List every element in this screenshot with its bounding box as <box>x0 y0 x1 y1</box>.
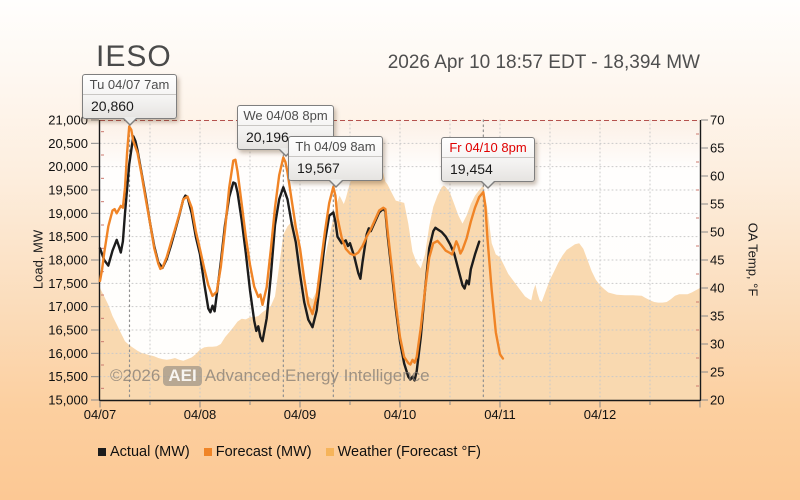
y-left-tick-label: 19,000 <box>48 206 88 221</box>
legend-label: Weather (Forecast °F) <box>337 444 481 460</box>
x-tick-label: 04/09 <box>284 407 317 422</box>
watermark: ©2026 AEI Advanced Energy Intelligence <box>110 366 430 386</box>
watermark-company: Advanced Energy Intelligence <box>204 366 430 385</box>
y-right-tick-label: 40 <box>710 281 724 296</box>
y-axis-title-right: OA Temp, °F <box>745 222 761 297</box>
tooltip-peak-0407: Tu 04/07 7am 20,860 <box>82 74 177 126</box>
tooltip-pointer <box>480 180 496 189</box>
y-left-tick-label: 21,000 <box>48 113 88 128</box>
y-right-tick-label: 20 <box>710 393 724 408</box>
tooltip-pointer <box>327 179 344 188</box>
x-tick-label: 04/11 <box>484 407 516 422</box>
y-left-tick-label: 20,500 <box>48 136 88 151</box>
forecast-line <box>98 125 505 366</box>
legend-label: Forecast (MW) <box>215 444 312 460</box>
page-title: IESO <box>96 40 172 73</box>
y-right-tick-label: 70 <box>710 113 724 128</box>
tooltip-value: 19,454 <box>450 161 493 177</box>
y-left-tick-label: 18,000 <box>48 253 88 268</box>
weather-area <box>100 156 700 400</box>
y-right-tick-label: 45 <box>710 253 724 268</box>
y-right-tick-label: 50 <box>710 225 724 240</box>
tooltip-pointer <box>121 117 138 126</box>
y-right-tick-label: 65 <box>710 141 724 156</box>
tooltip-time: We 04/08 8pm <box>238 106 333 126</box>
x-tick-label: 04/10 <box>384 407 417 422</box>
y-left-tick-label: 15,000 <box>48 393 88 408</box>
y-right-tick-label: 25 <box>710 365 724 380</box>
status-line: 2026 Apr 10 18:57 EDT - 18,394 MW <box>387 52 700 73</box>
tooltip-time: Tu 04/07 7am <box>83 75 176 95</box>
tooltip-value: 20,860 <box>91 98 134 114</box>
y-right-tick-label: 60 <box>710 169 724 184</box>
axes <box>98 120 702 402</box>
y-left-tick-label: 17,000 <box>48 299 88 314</box>
x-tick-label: 04/12 <box>584 407 617 422</box>
x-tick-label: 04/08 <box>184 407 217 422</box>
x-tick-label: 04/07 <box>84 407 117 422</box>
tooltip-pointer <box>277 148 294 157</box>
tooltip-time: Fr 04/10 8pm <box>442 138 534 158</box>
tick-marks <box>91 119 708 408</box>
legend-label: Actual (MW) <box>110 444 190 460</box>
legend-item-weather[interactable]: Weather (Forecast °F) <box>325 444 481 460</box>
legend-swatch-weather <box>325 448 334 456</box>
tooltip-peak-0408: We 04/08 8pm 20,196 <box>237 105 334 157</box>
watermark-copyright: ©2026 <box>110 366 161 385</box>
y-right-tick-label: 55 <box>710 197 724 212</box>
y-left-tick-label: 16,500 <box>48 323 88 338</box>
y-left-tick-label: 20,000 <box>48 159 88 174</box>
tooltip-peak-0409: Th 04/09 8am 19,567 <box>288 136 383 188</box>
tooltip-peak-0410-forecast: Fr 04/10 8pm 19,454 <box>441 137 535 189</box>
y-left-tick-label: 18,500 <box>48 229 88 244</box>
y-right-tick-label: 35 <box>710 309 724 324</box>
minor-red-ticks <box>101 131 699 389</box>
y-left-tick-label: 19,500 <box>48 183 88 198</box>
watermark-aei-badge: AEI <box>163 366 202 386</box>
legend-swatch-forecast <box>203 448 212 456</box>
y-left-tick-label: 16,000 <box>48 346 88 361</box>
y-left-tick-label: 17,500 <box>48 276 88 291</box>
legend-swatch-actual <box>98 448 106 456</box>
tooltip-time: Th 04/09 8am <box>289 137 382 157</box>
tooltip-value: 19,567 <box>297 160 340 176</box>
tooltip-value: 20,196 <box>246 129 289 145</box>
y-left-tick-label: 15,500 <box>48 369 88 384</box>
tick-labels: 15,000 15,500 16,000 16,500 17,000 17,500 18,0… <box>48 113 724 423</box>
legend-item-actual[interactable]: Actual (MW) <box>98 444 190 460</box>
legend-item-forecast[interactable]: Forecast (MW) <box>203 444 312 460</box>
y-axis-title-left: Load, MW <box>30 229 46 290</box>
chart-legend: Actual (MW) Forecast (MW) Weather (Forec… <box>98 444 481 460</box>
y-right-tick-label: 30 <box>710 337 724 352</box>
